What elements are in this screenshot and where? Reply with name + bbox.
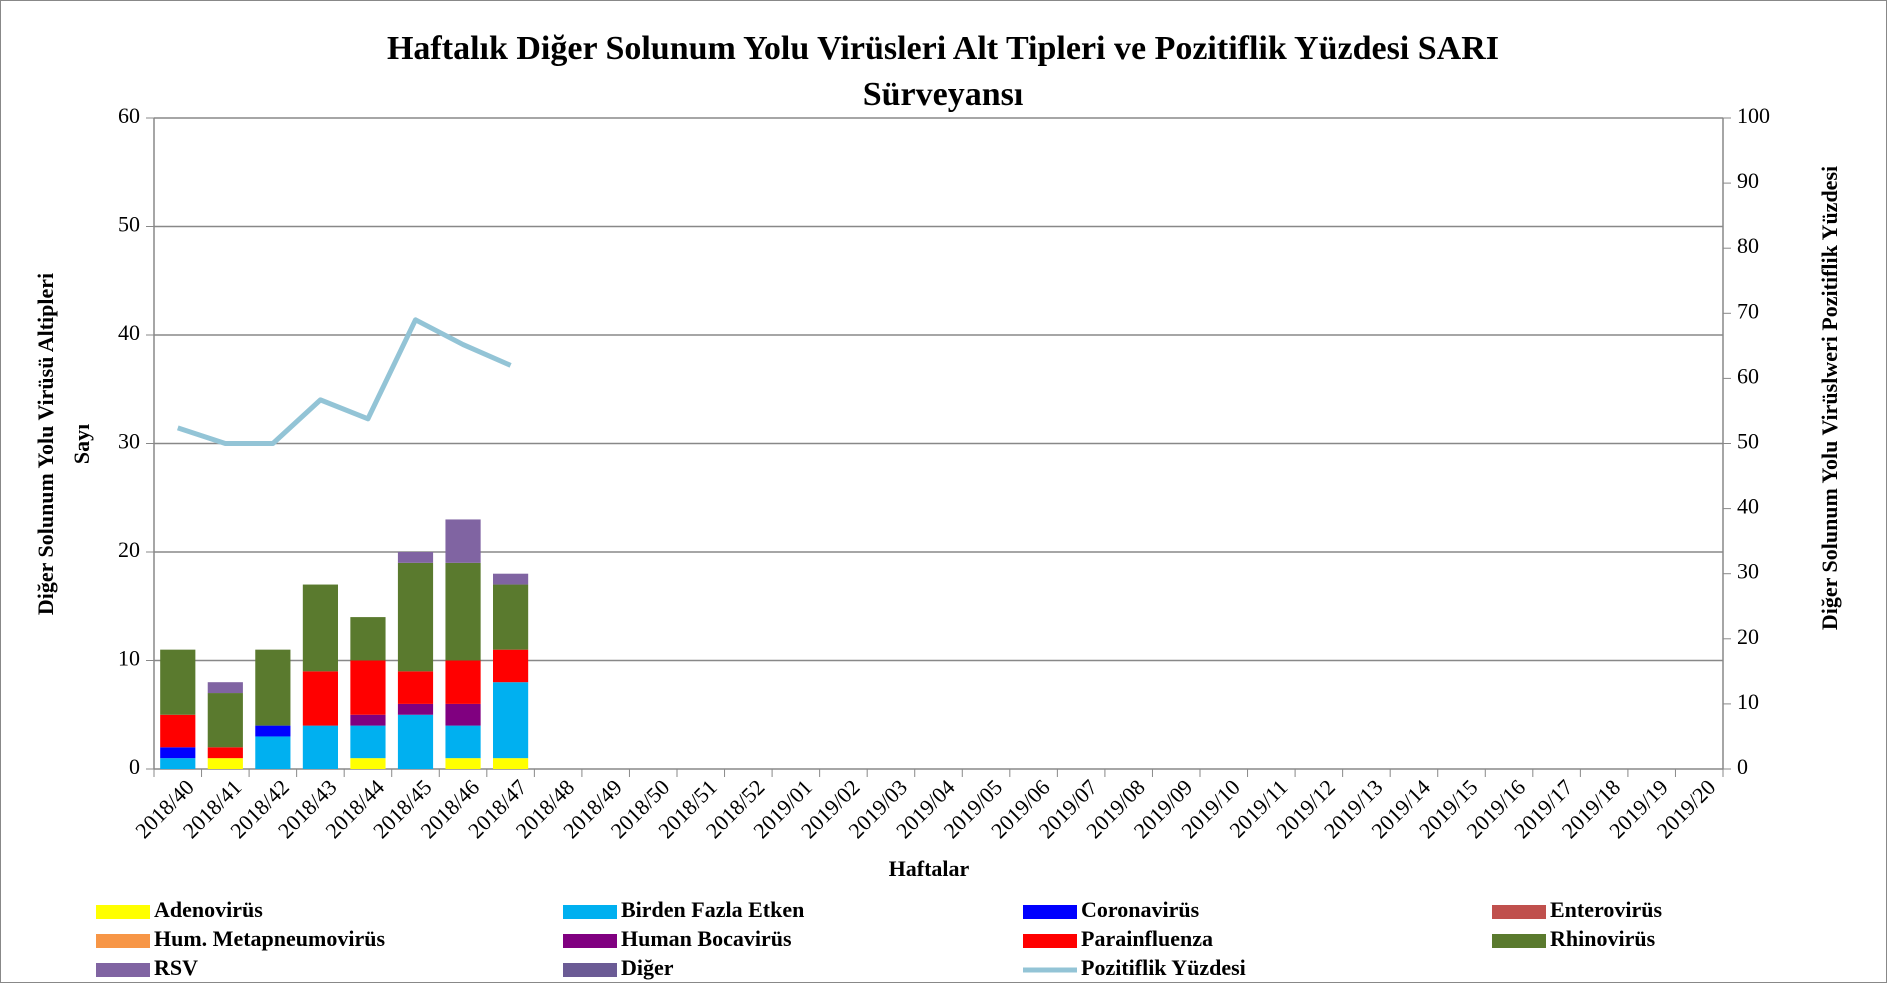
bar-segment — [397, 703, 434, 715]
bar-segment — [207, 693, 243, 748]
bar-segment — [492, 682, 529, 759]
bar-segment — [302, 725, 339, 769]
y2-tick-label: 100 — [1737, 103, 1770, 128]
y2-tick-label: 20 — [1737, 624, 1759, 649]
bar-segment — [350, 714, 386, 726]
x-axis-title: Haftalar — [889, 856, 970, 881]
y-tick-label: 60 — [118, 103, 140, 128]
bar-segment — [207, 758, 243, 769]
legend-label: Rhinovirüs — [1550, 926, 1656, 951]
legend-swatch — [1023, 905, 1077, 919]
bar-segment — [160, 758, 196, 769]
legend-swatch — [96, 934, 150, 948]
bar-segment — [160, 649, 196, 715]
bar-segment — [445, 725, 481, 759]
bar-segment — [302, 584, 339, 672]
bar-segment — [302, 671, 339, 726]
chart-title: Sürveyansı — [863, 76, 1024, 113]
y-tick-label: 0 — [129, 754, 140, 779]
bar-segment — [397, 714, 434, 769]
bar-segment — [397, 671, 434, 704]
bar-segment — [160, 747, 196, 759]
legend-swatch — [1492, 905, 1546, 919]
y2-tick-label: 30 — [1737, 559, 1759, 584]
bar-segment — [445, 660, 481, 704]
bar-segment — [445, 758, 481, 769]
y2-tick-label: 90 — [1737, 168, 1759, 193]
bar-segment — [445, 519, 481, 563]
bar-segment — [397, 552, 434, 563]
legend-swatch — [563, 963, 617, 977]
y2-tick-label: 0 — [1737, 754, 1748, 779]
bar-segment — [255, 649, 291, 726]
legend-swatch — [1492, 934, 1546, 948]
bar-segment — [492, 584, 529, 650]
bar-segment — [350, 660, 386, 715]
legend-label: Enterovirüs — [1550, 897, 1662, 922]
bar-segment — [255, 736, 291, 769]
legend-swatch — [96, 905, 150, 919]
y-tick-label: 20 — [118, 537, 140, 562]
y2-tick-label: 10 — [1737, 689, 1759, 714]
y2-tick-label: 50 — [1737, 429, 1759, 454]
legend-label: RSV — [154, 955, 198, 980]
legend-swatch — [563, 934, 617, 948]
y2-tick-label: 40 — [1737, 494, 1759, 519]
bar-segment — [350, 725, 386, 759]
legend-label: Birden Fazla Etken — [621, 897, 804, 922]
y-tick-label: 50 — [118, 212, 140, 237]
bar-segment — [255, 725, 291, 737]
y2-tick-label: 80 — [1737, 233, 1759, 258]
y2-tick-label: 60 — [1737, 363, 1759, 388]
bar-segment — [445, 562, 481, 661]
bar-segment — [492, 758, 529, 769]
bar-segment — [350, 617, 386, 661]
bar-segment — [445, 703, 481, 726]
bar-segment — [207, 747, 243, 759]
y-axis-title: Sayı — [69, 424, 94, 464]
line-series — [176, 317, 512, 446]
y2-tick-label: 70 — [1737, 298, 1759, 323]
legend-label: Parainfluenza — [1081, 926, 1213, 951]
legend-swatch — [1023, 934, 1077, 948]
bar-segment — [160, 714, 196, 748]
y-tick-label: 30 — [118, 429, 140, 454]
chart-title: Haftalık Diğer Solunum Yolu Virüsleri Al… — [387, 30, 1499, 67]
legend-label: Human Bocavirüs — [621, 926, 792, 951]
bar-segment — [350, 758, 386, 769]
y-tick-label: 40 — [118, 320, 140, 345]
bar-segment — [397, 562, 434, 672]
y-tick-label: 10 — [118, 646, 140, 671]
legend-swatch — [563, 905, 617, 919]
y-axis-title: Diğer Solunum Yolu Virüsü Altipleri — [33, 273, 58, 615]
legend-label: Coronavirüs — [1081, 897, 1200, 922]
legend-label: Adenovirüs — [154, 897, 263, 922]
legend-label: Diğer — [621, 955, 674, 980]
bar-segment — [492, 649, 529, 683]
legend-swatch — [96, 963, 150, 977]
bar-segment — [207, 682, 243, 694]
legend-label: Hum. Metapneumovirüs — [154, 926, 385, 951]
y2-axis-title: Diğer Solunum Yolu Virüslweri Pozitiflik… — [1817, 166, 1842, 630]
legend-label: Pozitiflik Yüzdesi — [1081, 955, 1246, 980]
bar-segment — [492, 573, 529, 585]
